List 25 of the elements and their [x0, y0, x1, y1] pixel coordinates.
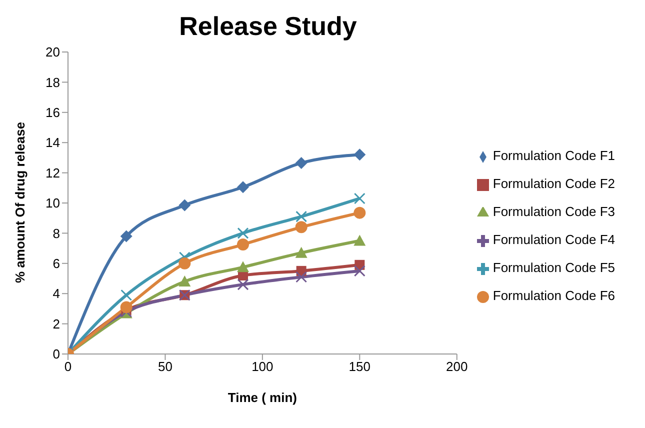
- x-axis-title: Time ( min): [228, 390, 297, 405]
- x-tick-label: 150: [348, 359, 371, 374]
- y-tick-label: 18: [46, 74, 60, 90]
- legend-label: Formulation Code F1: [492, 148, 615, 163]
- x-tick-label: 200: [446, 359, 468, 374]
- y-tick-label: 10: [46, 196, 60, 211]
- y-axis-title: % amount Of drug release: [12, 122, 28, 283]
- y-tick-label: 20: [46, 44, 60, 60]
- y-tick-label: 16: [46, 105, 60, 120]
- chart-title: Release Study: [178, 10, 358, 43]
- legend-label: Formulation Code F3: [492, 204, 615, 219]
- legend-label: Formulation Code F4: [492, 232, 615, 247]
- y-tick-label: 6: [52, 256, 60, 272]
- legend-label: Formulation Code F5: [492, 260, 615, 275]
- x-tick-label: 0: [64, 359, 72, 374]
- y-tick-label: 14: [46, 135, 60, 150]
- y-tick-label: 2: [52, 316, 60, 332]
- legend-label: Formulation Code F6: [492, 288, 615, 303]
- legend-label: Formulation Code F2: [492, 176, 615, 191]
- y-tick-label: 4: [52, 286, 60, 302]
- x-tick-label: 50: [158, 359, 172, 374]
- y-tick-label: 0: [52, 346, 60, 362]
- y-tick-label: 12: [46, 165, 60, 180]
- y-tick-label: 8: [52, 226, 60, 241]
- x-tick-label: 100: [252, 359, 274, 374]
